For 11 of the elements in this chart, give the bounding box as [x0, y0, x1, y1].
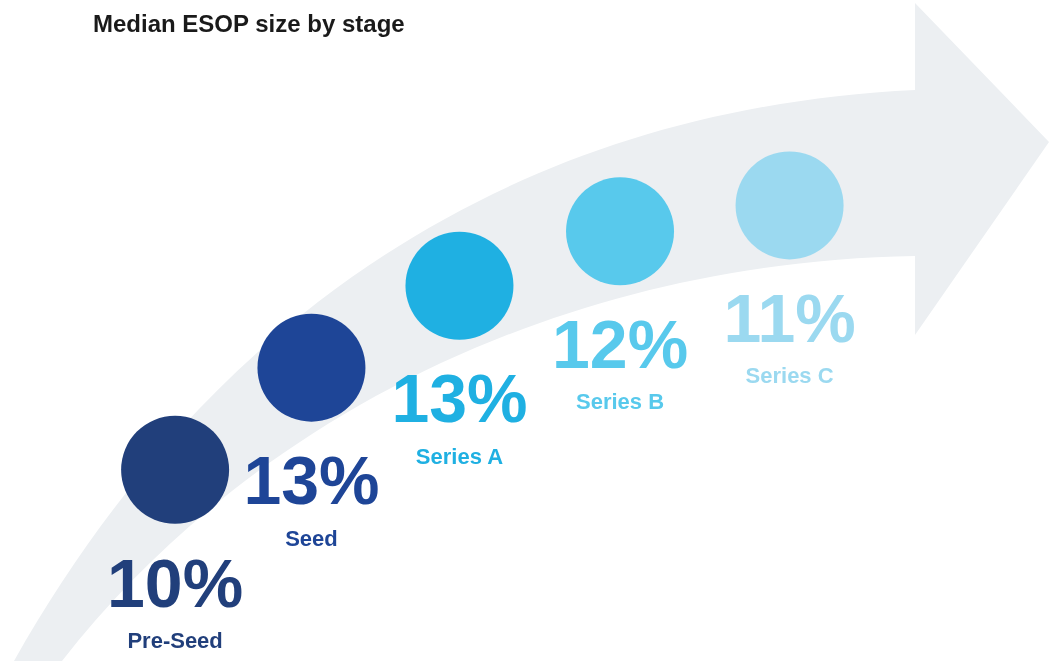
- data-label: 12%: [551, 306, 689, 383]
- category-label: Pre-Seed: [127, 627, 223, 653]
- data-label: 11%: [723, 280, 856, 357]
- text: Median ESOP size by stage: [93, 10, 405, 38]
- data-label: 13%: [391, 360, 528, 437]
- data-label: 10%: [107, 544, 244, 621]
- category-label: Series A: [415, 443, 504, 469]
- data-label: 13%: [243, 442, 380, 519]
- category-label: Series B: [576, 389, 665, 415]
- category-label: Seed: [285, 525, 338, 551]
- category-label: Series C: [745, 363, 834, 389]
